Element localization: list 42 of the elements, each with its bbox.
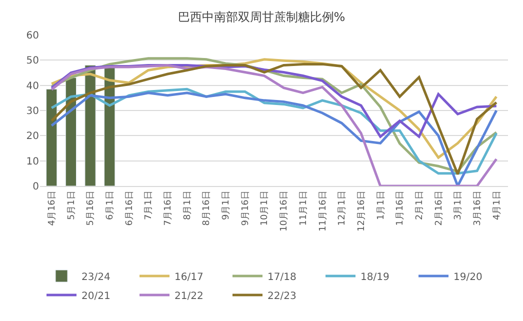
x-tick-label: 9月16日 xyxy=(240,190,251,226)
x-tick-label: 5月1日 xyxy=(66,190,77,220)
y-tick-label: 0 xyxy=(32,182,39,192)
y-tick-label: 10 xyxy=(26,156,39,168)
y-tick-label: 30 xyxy=(26,106,39,117)
x-tick-label: 7月16日 xyxy=(164,190,174,226)
x-tick-label: 5月16日 xyxy=(86,190,96,226)
x-tick-label: 8月1日 xyxy=(182,190,193,220)
y-tick-label: 50 xyxy=(26,56,39,67)
x-tick-label: 11月16日 xyxy=(318,190,328,232)
x-tick-label: 3月1日 xyxy=(454,190,464,220)
x-tick-label: 2月16日 xyxy=(434,190,444,226)
legend-label: 20/21 xyxy=(82,290,110,302)
x-tick-label: 12月16日 xyxy=(356,190,367,232)
legend-label: 16/17 xyxy=(174,272,204,283)
line-series xyxy=(50,92,498,186)
x-tick-label: 4月1日 xyxy=(492,190,502,220)
x-tick-label: 6月1日 xyxy=(106,190,116,220)
x-tick-label: 2月1日 xyxy=(414,190,425,220)
legend-label: 17/18 xyxy=(268,272,296,283)
x-tick-label: 11月1日 xyxy=(298,190,309,226)
legend-label: 23/24 xyxy=(82,272,110,283)
x-tick-label: 10月16日 xyxy=(280,190,290,232)
chart-title: 巴西中南部双周甘蔗制糖比例% xyxy=(178,10,346,24)
y-tick-label: 20 xyxy=(26,131,39,142)
x-tick-label: 12月1日 xyxy=(338,190,348,226)
x-tick-label: 10月1日 xyxy=(260,190,270,226)
legend-label: 22/23 xyxy=(268,290,296,302)
bar xyxy=(46,88,58,186)
x-tick-label: 7月1日 xyxy=(144,190,154,220)
x-tick-label: 6月16日 xyxy=(124,190,135,226)
legend-label: 18/19 xyxy=(360,272,390,283)
x-tick-label: 9月1日 xyxy=(222,190,232,220)
y-tick-label: 40 xyxy=(26,80,39,92)
x-tick-label: 3月16日 xyxy=(472,190,483,226)
x-tick-label: 1月16日 xyxy=(396,190,406,226)
y-tick-label: 60 xyxy=(26,30,39,42)
x-tick-label: 1月1日 xyxy=(376,190,386,220)
x-tick-label: 8月16日 xyxy=(202,190,212,226)
legend-label: 21/22 xyxy=(174,290,204,302)
legend-label: 19/20 xyxy=(454,272,482,283)
x-tick-label: 4月16日 xyxy=(48,190,58,226)
